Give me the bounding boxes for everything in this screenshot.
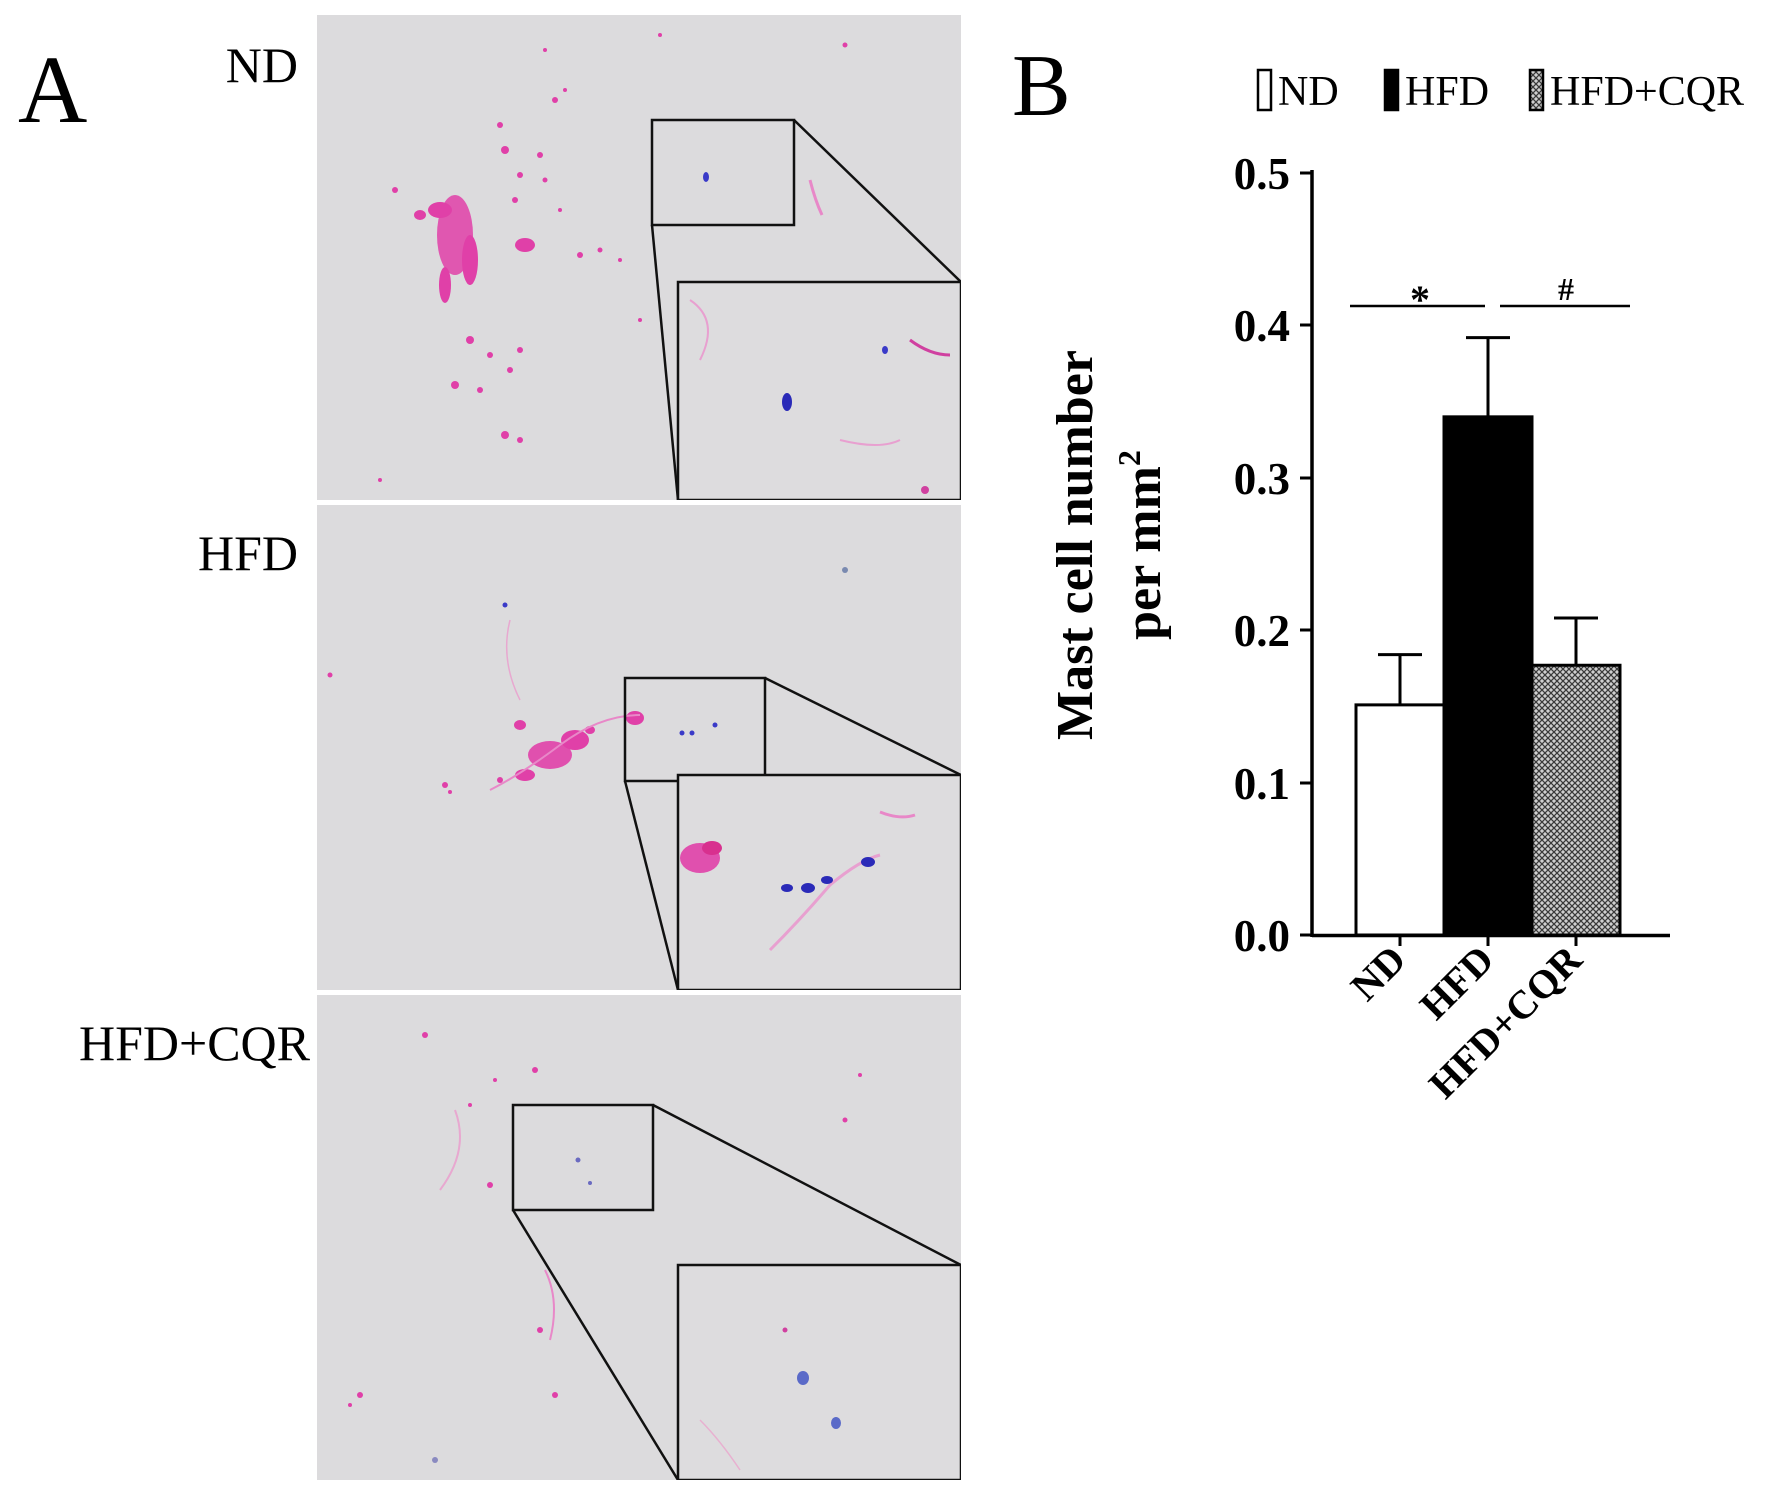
y-axis-label-line1: Mast cell number — [1047, 350, 1104, 740]
y-axis-ticks: 0.0 0.1 0.2 0.3 0.4 0.5 — [1234, 149, 1312, 961]
inset — [676, 1263, 961, 1480]
y-axis-label-line2: per mm2 — [1111, 450, 1172, 640]
legend: ND HFD HFD+CQR — [1256, 68, 1744, 115]
eosin-stain — [348, 1032, 862, 1407]
x-tick-label-nd: ND — [1342, 937, 1415, 1010]
y-axis-label: Mast cell number per mm2 — [1047, 350, 1172, 740]
bar-hfd — [1442, 415, 1534, 937]
legend-label-hfd-cqr: HFD+CQR — [1550, 69, 1744, 115]
bar-nd — [1354, 703, 1446, 937]
mast-cell — [703, 172, 709, 182]
micrograph-nd — [317, 15, 961, 500]
micrograph-label-hfd-cqr: HFD+CQR — [79, 1015, 311, 1071]
mast-cell — [797, 1371, 809, 1385]
mast-cell — [861, 857, 875, 867]
micrograph-label-nd: ND — [226, 37, 298, 93]
bar-hfd-cqr — [1530, 663, 1622, 937]
mast-cell — [821, 876, 833, 884]
y-axis-label-superscript: 2 — [1111, 450, 1147, 466]
inset — [676, 773, 961, 990]
legend-swatch-hfd-cqr — [1528, 68, 1545, 112]
micrograph-label-hfd: HFD — [198, 525, 298, 581]
legend-label-hfd: HFD — [1405, 69, 1489, 115]
legend-swatch-nd — [1256, 68, 1273, 112]
zoom-box — [511, 1103, 655, 1212]
significance-star: * — [1410, 277, 1430, 322]
x-axis-ticks — [1398, 935, 1578, 946]
panel-b-label: B — [1012, 38, 1071, 135]
legend-swatch-hfd — [1383, 68, 1400, 112]
mast-cell — [801, 883, 815, 893]
mast-cell — [831, 1417, 841, 1429]
y-axis-label-unit: per mm — [1115, 466, 1172, 640]
mast-cell — [882, 346, 888, 354]
micrograph-hfd-cqr — [317, 995, 961, 1480]
y-tick-label: 0.0 — [1234, 911, 1290, 961]
bars — [1354, 415, 1622, 937]
mast-cell — [782, 393, 792, 411]
mast-cell — [781, 884, 793, 892]
y-tick-label: 0.3 — [1234, 454, 1290, 504]
significance-hfd-cqr: # — [1500, 271, 1630, 308]
y-tick-label: 0.5 — [1234, 149, 1290, 199]
panel-a-label: A — [18, 36, 87, 143]
significance-hash: # — [1558, 271, 1574, 307]
zoom-box — [650, 118, 796, 227]
y-tick-label: 0.2 — [1234, 606, 1290, 656]
inset — [676, 280, 961, 500]
significance-nd-hfd: * — [1350, 277, 1485, 322]
error-bars — [1378, 336, 1598, 705]
y-tick-label: 0.4 — [1234, 301, 1290, 351]
legend-label-nd: ND — [1278, 69, 1339, 115]
eosin-stain — [378, 33, 848, 482]
micrograph-hfd — [317, 505, 961, 990]
y-tick-label: 0.1 — [1234, 759, 1290, 809]
